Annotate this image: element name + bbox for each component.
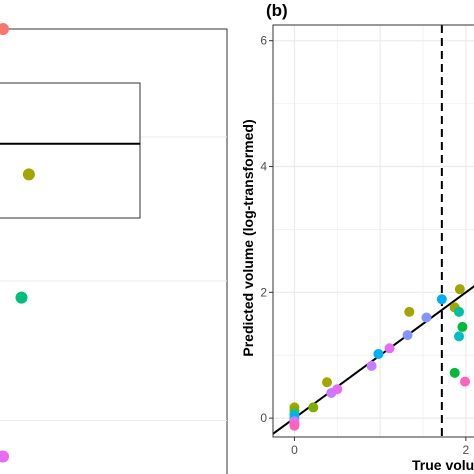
panel-b-point xyxy=(384,343,395,354)
panel-b-point xyxy=(404,306,415,317)
panel-b-point xyxy=(454,331,464,342)
x-axis-title: True volu xyxy=(412,457,474,473)
panel-b-point xyxy=(421,312,432,323)
panel-b-point xyxy=(366,360,377,371)
y-tick-label: 6 xyxy=(260,34,267,48)
y-tick-label: 2 xyxy=(260,285,267,299)
panel-a-point xyxy=(15,291,28,304)
panel-a-boxplot xyxy=(0,82,141,219)
panel-a-point xyxy=(0,450,9,463)
panel-a-point xyxy=(22,168,35,181)
panel-b-point xyxy=(373,348,384,359)
y-axis-title: Predicted volume (log-transformed) xyxy=(240,119,256,356)
panel-a xyxy=(0,23,228,474)
panel-b-point xyxy=(289,420,300,431)
x-tick-label: 0 xyxy=(291,443,298,457)
panel-b-border xyxy=(272,24,474,438)
panel-b-y-ticks: 0 2 4 6 xyxy=(260,34,273,425)
y-tick-label: 0 xyxy=(260,411,267,425)
panel-b-tag: (b) xyxy=(266,1,288,20)
panel-b-point xyxy=(460,376,470,387)
panel-a-border xyxy=(0,28,228,474)
panel-b-point xyxy=(454,284,465,295)
panel-b-point xyxy=(402,330,413,341)
panel-b-point xyxy=(322,377,332,388)
panel-b-point xyxy=(454,306,464,317)
panel-b-point xyxy=(449,367,460,378)
panel-b-point xyxy=(436,294,447,305)
panel-b-point xyxy=(308,402,319,413)
panel-b-grid xyxy=(273,25,474,437)
x-tick-label: 2 xyxy=(463,443,470,457)
panel-b-points xyxy=(289,284,470,431)
panel-b-point xyxy=(332,384,343,395)
panel-b-point xyxy=(457,321,468,332)
panel-a-points xyxy=(0,23,35,463)
y-tick-label: 4 xyxy=(260,160,267,174)
boxplot-box xyxy=(0,82,141,219)
panel-a-point xyxy=(0,23,9,35)
